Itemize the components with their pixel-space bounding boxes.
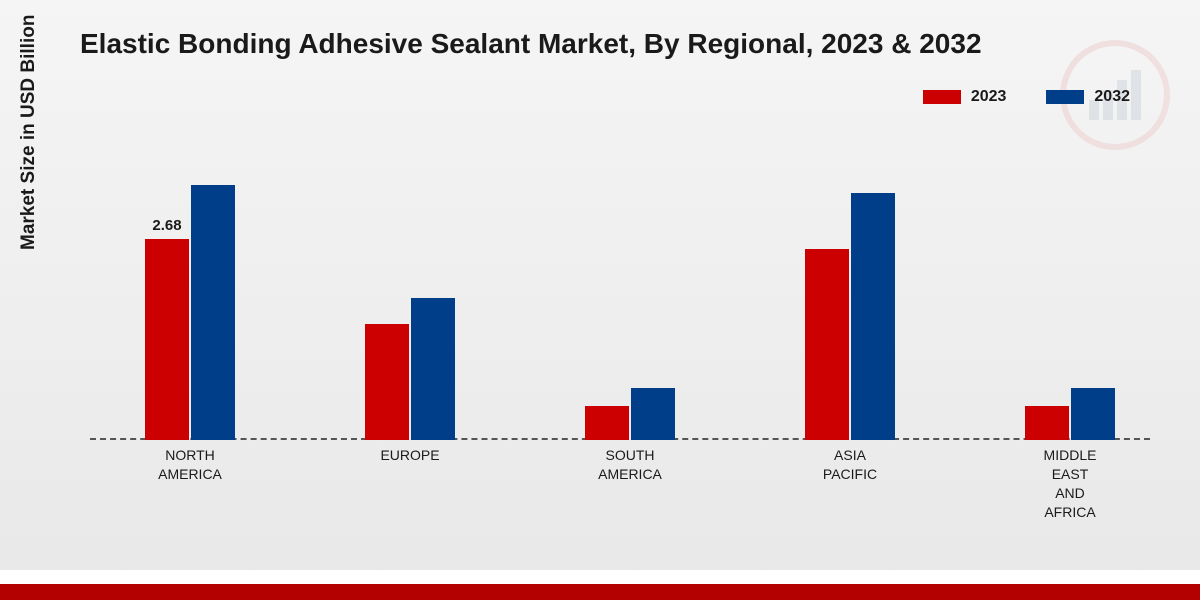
bar-value-label: 2.68 xyxy=(152,217,181,234)
legend-label-2032: 2032 xyxy=(1094,88,1130,106)
x-axis-category-label: SOUTHAMERICA xyxy=(598,446,662,484)
x-axis-labels: NORTHAMERICA EUROPE SOUTHAMERICA ASIAPACIFI… xyxy=(90,446,1150,566)
bar-group: 2.68 xyxy=(145,185,235,440)
chart-title: Elastic Bonding Adhesive Sealant Market,… xyxy=(80,28,982,60)
bar-2032 xyxy=(191,185,235,440)
bar-2023 xyxy=(805,249,849,440)
bar-2032 xyxy=(631,388,675,441)
footer-white-stripe xyxy=(0,570,1200,584)
x-axis-category-label: NORTHAMERICA xyxy=(158,446,222,484)
bar-2023 xyxy=(1025,406,1069,440)
legend-swatch-2032 xyxy=(1046,90,1084,104)
bar-2032 xyxy=(851,193,895,441)
bar-2023: 2.68 xyxy=(145,239,189,440)
legend: 2023 2032 xyxy=(923,88,1130,106)
bar-group xyxy=(585,388,675,441)
x-axis-category-label: ASIAPACIFIC xyxy=(823,446,877,484)
plot-area: 2.68 xyxy=(90,140,1150,440)
bar-2023 xyxy=(365,324,409,440)
bar-group xyxy=(805,193,895,441)
x-axis-category-label: EUROPE xyxy=(380,446,439,465)
legend-item-2032: 2032 xyxy=(1046,88,1130,106)
bar-2023 xyxy=(585,406,629,440)
y-axis-label: Market Size in USD Billion xyxy=(18,15,40,250)
legend-item-2023: 2023 xyxy=(923,88,1007,106)
x-axis-category-label: MIDDLEEASTANDAFRICA xyxy=(1044,446,1097,522)
bar-2032 xyxy=(1071,388,1115,441)
bar-2032 xyxy=(411,298,455,441)
bar-group xyxy=(365,298,455,441)
bar-group xyxy=(1025,388,1115,441)
legend-label-2023: 2023 xyxy=(971,88,1007,106)
legend-swatch-2023 xyxy=(923,90,961,104)
footer-bar xyxy=(0,584,1200,600)
